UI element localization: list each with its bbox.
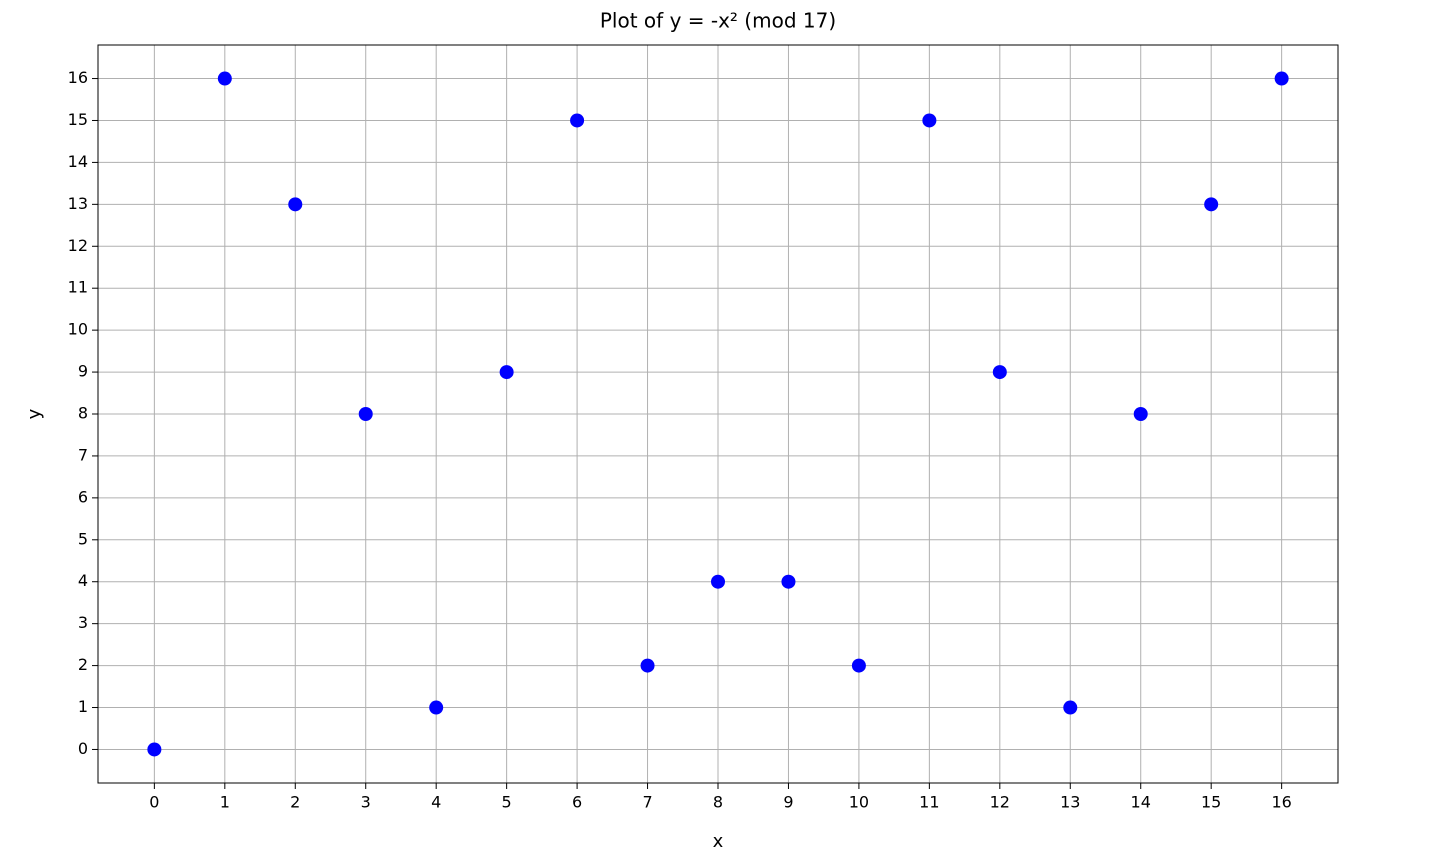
point [851,658,866,673]
y-tick-label: 12 [68,236,88,255]
point [147,742,162,757]
x-tick-label: 8 [713,793,723,812]
y-tick-label: 16 [68,68,88,87]
y-tick-label: 10 [68,320,88,339]
point [1204,197,1219,212]
x-tick-label: 10 [849,793,869,812]
point [570,113,585,128]
y-tick-label: 15 [68,110,88,129]
y-tick-label: 4 [78,571,88,590]
x-tick-label: 15 [1201,793,1221,812]
point [992,365,1007,380]
x-axis-label: x [713,831,724,852]
x-tick-label: 5 [502,793,512,812]
y-tick-label: 9 [78,362,88,381]
y-tick-label: 6 [78,487,88,506]
x-tick-label: 7 [642,793,652,812]
point [781,574,796,589]
point [358,407,373,421]
point [711,574,725,589]
point [499,365,514,380]
point [217,71,232,86]
x-tick-label: 9 [783,793,793,812]
x-tick-label: 6 [572,793,582,812]
x-tick-label: 11 [919,793,939,812]
x-tick-label: 1 [220,793,230,812]
x-tick-label: 4 [431,793,441,812]
x-tick-label: 16 [1271,793,1291,812]
y-tick-label: 5 [78,529,88,548]
x-tick-label: 12 [990,793,1010,812]
y-tick-label: 7 [78,445,88,464]
y-axis-label: y [24,408,45,419]
y-tick-label: 11 [68,278,88,297]
point [429,700,444,715]
x-tick-label: 13 [1060,793,1080,812]
point [1063,700,1078,715]
y-tick-label: 13 [68,194,88,213]
point [1133,407,1148,421]
chart-title: Plot of y = -x² (mod 17) [600,9,836,33]
plot-frame [97,44,1339,784]
point [1274,71,1289,86]
point [640,658,655,673]
point [922,113,937,128]
x-tick-label: 2 [290,793,300,812]
x-tick-label: 0 [149,793,159,812]
x-tick-label: 14 [1131,793,1151,812]
x-tick-label: 3 [361,793,371,812]
y-tick-label: 0 [78,739,88,758]
point [288,197,303,212]
y-tick-label: 3 [78,613,88,632]
y-tick-label: 2 [78,655,88,674]
y-tick-label: 8 [78,404,88,423]
y-tick-label: 1 [78,697,88,716]
y-tick-label: 14 [68,152,88,171]
